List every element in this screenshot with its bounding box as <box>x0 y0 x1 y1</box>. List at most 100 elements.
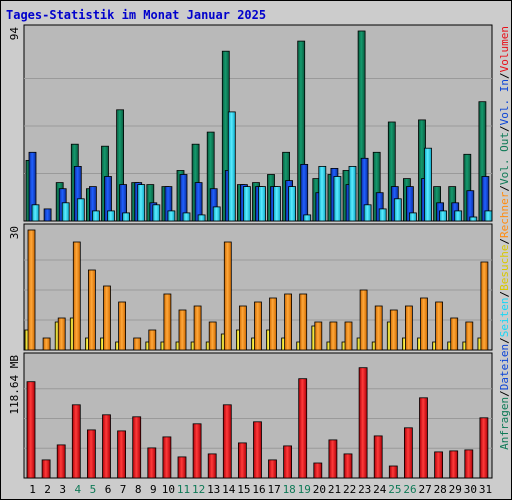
bar-seiten-day-6 <box>107 210 115 222</box>
chart-panels: 94 30 118.64 MB <box>8 24 493 479</box>
bar-volumen-day-4 <box>71 404 81 479</box>
x-tick-day-2: 2 <box>44 483 51 496</box>
bar-rechner-day-30 <box>465 321 474 351</box>
bar-rechner-day-1 <box>27 229 36 351</box>
x-tick-day-31: 31 <box>479 483 492 496</box>
x-tick-day-5: 5 <box>90 483 97 496</box>
bar-rechner-day-13 <box>208 321 217 351</box>
bar-volumen-day-18 <box>283 445 293 479</box>
bar-volumen-day-12 <box>192 423 202 479</box>
bar-rechner-day-20 <box>314 321 323 351</box>
bar-volumen-day-26 <box>403 427 413 479</box>
right-legend-label: Anfragen/Dateien/Seiten/Besuche/Rechner/… <box>498 26 511 450</box>
bar-volumen-day-13 <box>207 453 217 479</box>
right-label-part: Vol. Out <box>498 132 511 185</box>
panel-2: 30 <box>8 223 493 351</box>
bar-seiten-day-1 <box>31 204 40 222</box>
bar-volumen-day-7 <box>117 430 126 479</box>
x-tick-day-8: 8 <box>135 483 142 496</box>
bar-rechner-day-16 <box>254 301 262 351</box>
right-label-part: Dateien <box>498 344 511 390</box>
bar-seiten-day-26 <box>408 212 417 222</box>
x-tick-day-29: 29 <box>449 483 462 496</box>
x-tick-day-19: 19 <box>298 483 311 496</box>
bar-volumen-day-5 <box>87 429 96 479</box>
bar-seiten-day-21 <box>333 176 342 222</box>
bar-volumen-day-1 <box>26 381 36 479</box>
bar-seiten-day-12 <box>197 214 206 222</box>
bar-seiten-day-4 <box>76 198 85 222</box>
panel-3: 118.64 MB <box>8 352 493 479</box>
bar-rechner-day-29 <box>450 317 459 351</box>
bar-seiten-day-9 <box>152 204 161 222</box>
bar-seiten-day-23 <box>363 204 372 222</box>
x-tick-day-7: 7 <box>120 483 127 496</box>
bar-seiten-day-14 <box>227 111 236 222</box>
bar-volumen-day-15 <box>237 442 247 479</box>
bar-rechner-day-12 <box>193 305 202 351</box>
bar-volumen-day-2 <box>41 459 51 479</box>
x-tick-day-9: 9 <box>150 483 157 496</box>
x-tick-day-11: 11 <box>177 483 190 496</box>
bar-seiten-day-24 <box>378 208 387 222</box>
bar-seiten-day-18 <box>288 186 297 222</box>
x-tick-day-14: 14 <box>222 483 236 496</box>
panel-max-label: 118.64 MB <box>8 355 21 415</box>
x-tick-day-15: 15 <box>237 483 250 496</box>
right-axis-label: Anfragen/Dateien/Seiten/Besuche/Rechner/… <box>498 26 511 450</box>
bar-volumen-day-8 <box>132 416 142 479</box>
bar-seiten-day-7 <box>122 212 130 222</box>
bar-rechner-day-10 <box>163 293 172 351</box>
bar-seiten-day-20 <box>318 165 327 222</box>
bar-volumen-day-20 <box>313 462 323 479</box>
x-tick-day-25: 25 <box>388 483 401 496</box>
chart-title: Tages-Statistik im Monat Januar 2025 <box>6 8 266 22</box>
right-label-part: Vol. In <box>498 79 511 125</box>
x-tick-day-10: 10 <box>162 483 175 496</box>
bar-volumen-day-23 <box>358 367 368 479</box>
bar-rechner-day-28 <box>435 301 444 351</box>
bar-volumen-day-6 <box>102 414 111 479</box>
bar-dateien-day-19 <box>300 163 309 222</box>
panel-max-label: 94 <box>8 27 21 41</box>
bar-rechner-day-4 <box>72 241 81 351</box>
bar-volumen-day-10 <box>162 436 172 479</box>
x-tick-day-30: 30 <box>464 483 477 496</box>
series-volumen <box>26 367 489 479</box>
bar-volumen-day-11 <box>177 456 187 479</box>
bar-seiten-day-17 <box>273 186 281 222</box>
x-tick-day-20: 20 <box>313 483 326 496</box>
x-tick-day-21: 21 <box>328 483 341 496</box>
x-tick-day-24: 24 <box>373 483 387 496</box>
x-tick-day-17: 17 <box>267 483 280 496</box>
bar-volumen-day-16 <box>253 421 262 479</box>
x-tick-day-18: 18 <box>283 483 296 496</box>
bar-seiten-day-10 <box>167 210 176 222</box>
x-tick-day-4: 4 <box>74 483 81 496</box>
bar-seiten-day-22 <box>348 165 357 222</box>
bar-rechner-day-7 <box>118 301 126 351</box>
right-label-part: / <box>498 72 511 79</box>
x-tick-day-3: 3 <box>59 483 66 496</box>
x-tick-day-16: 16 <box>252 483 265 496</box>
panel-max-label: 30 <box>8 226 21 239</box>
x-tick-day-13: 13 <box>207 483 220 496</box>
x-tick-day-1: 1 <box>29 483 36 496</box>
x-tick-day-26: 26 <box>403 483 416 496</box>
bar-volumen-day-14 <box>222 404 232 479</box>
x-axis-day-ticks: 1 2 3 4 5 6 7 8 9 10 11 12 13 14 15 16 17 18 19 20 21 22 23 24 2… <box>29 483 492 496</box>
bar-volumen-day-29 <box>449 450 459 479</box>
bar-rechner-day-26 <box>404 305 413 351</box>
bar-volumen-day-3 <box>56 444 66 479</box>
bar-seiten-day-13 <box>212 206 221 222</box>
bar-rechner-day-25 <box>389 309 398 351</box>
right-label-part: Rechner <box>498 191 511 238</box>
bar-volumen-day-31 <box>479 417 489 479</box>
bar-rechner-day-22 <box>344 321 353 351</box>
bar-volumen-day-9 <box>147 447 157 479</box>
bar-volumen-day-19 <box>298 378 308 479</box>
bar-rechner-day-23 <box>359 289 368 351</box>
right-label-part: / <box>498 291 511 298</box>
bar-seiten-day-16 <box>258 186 266 222</box>
